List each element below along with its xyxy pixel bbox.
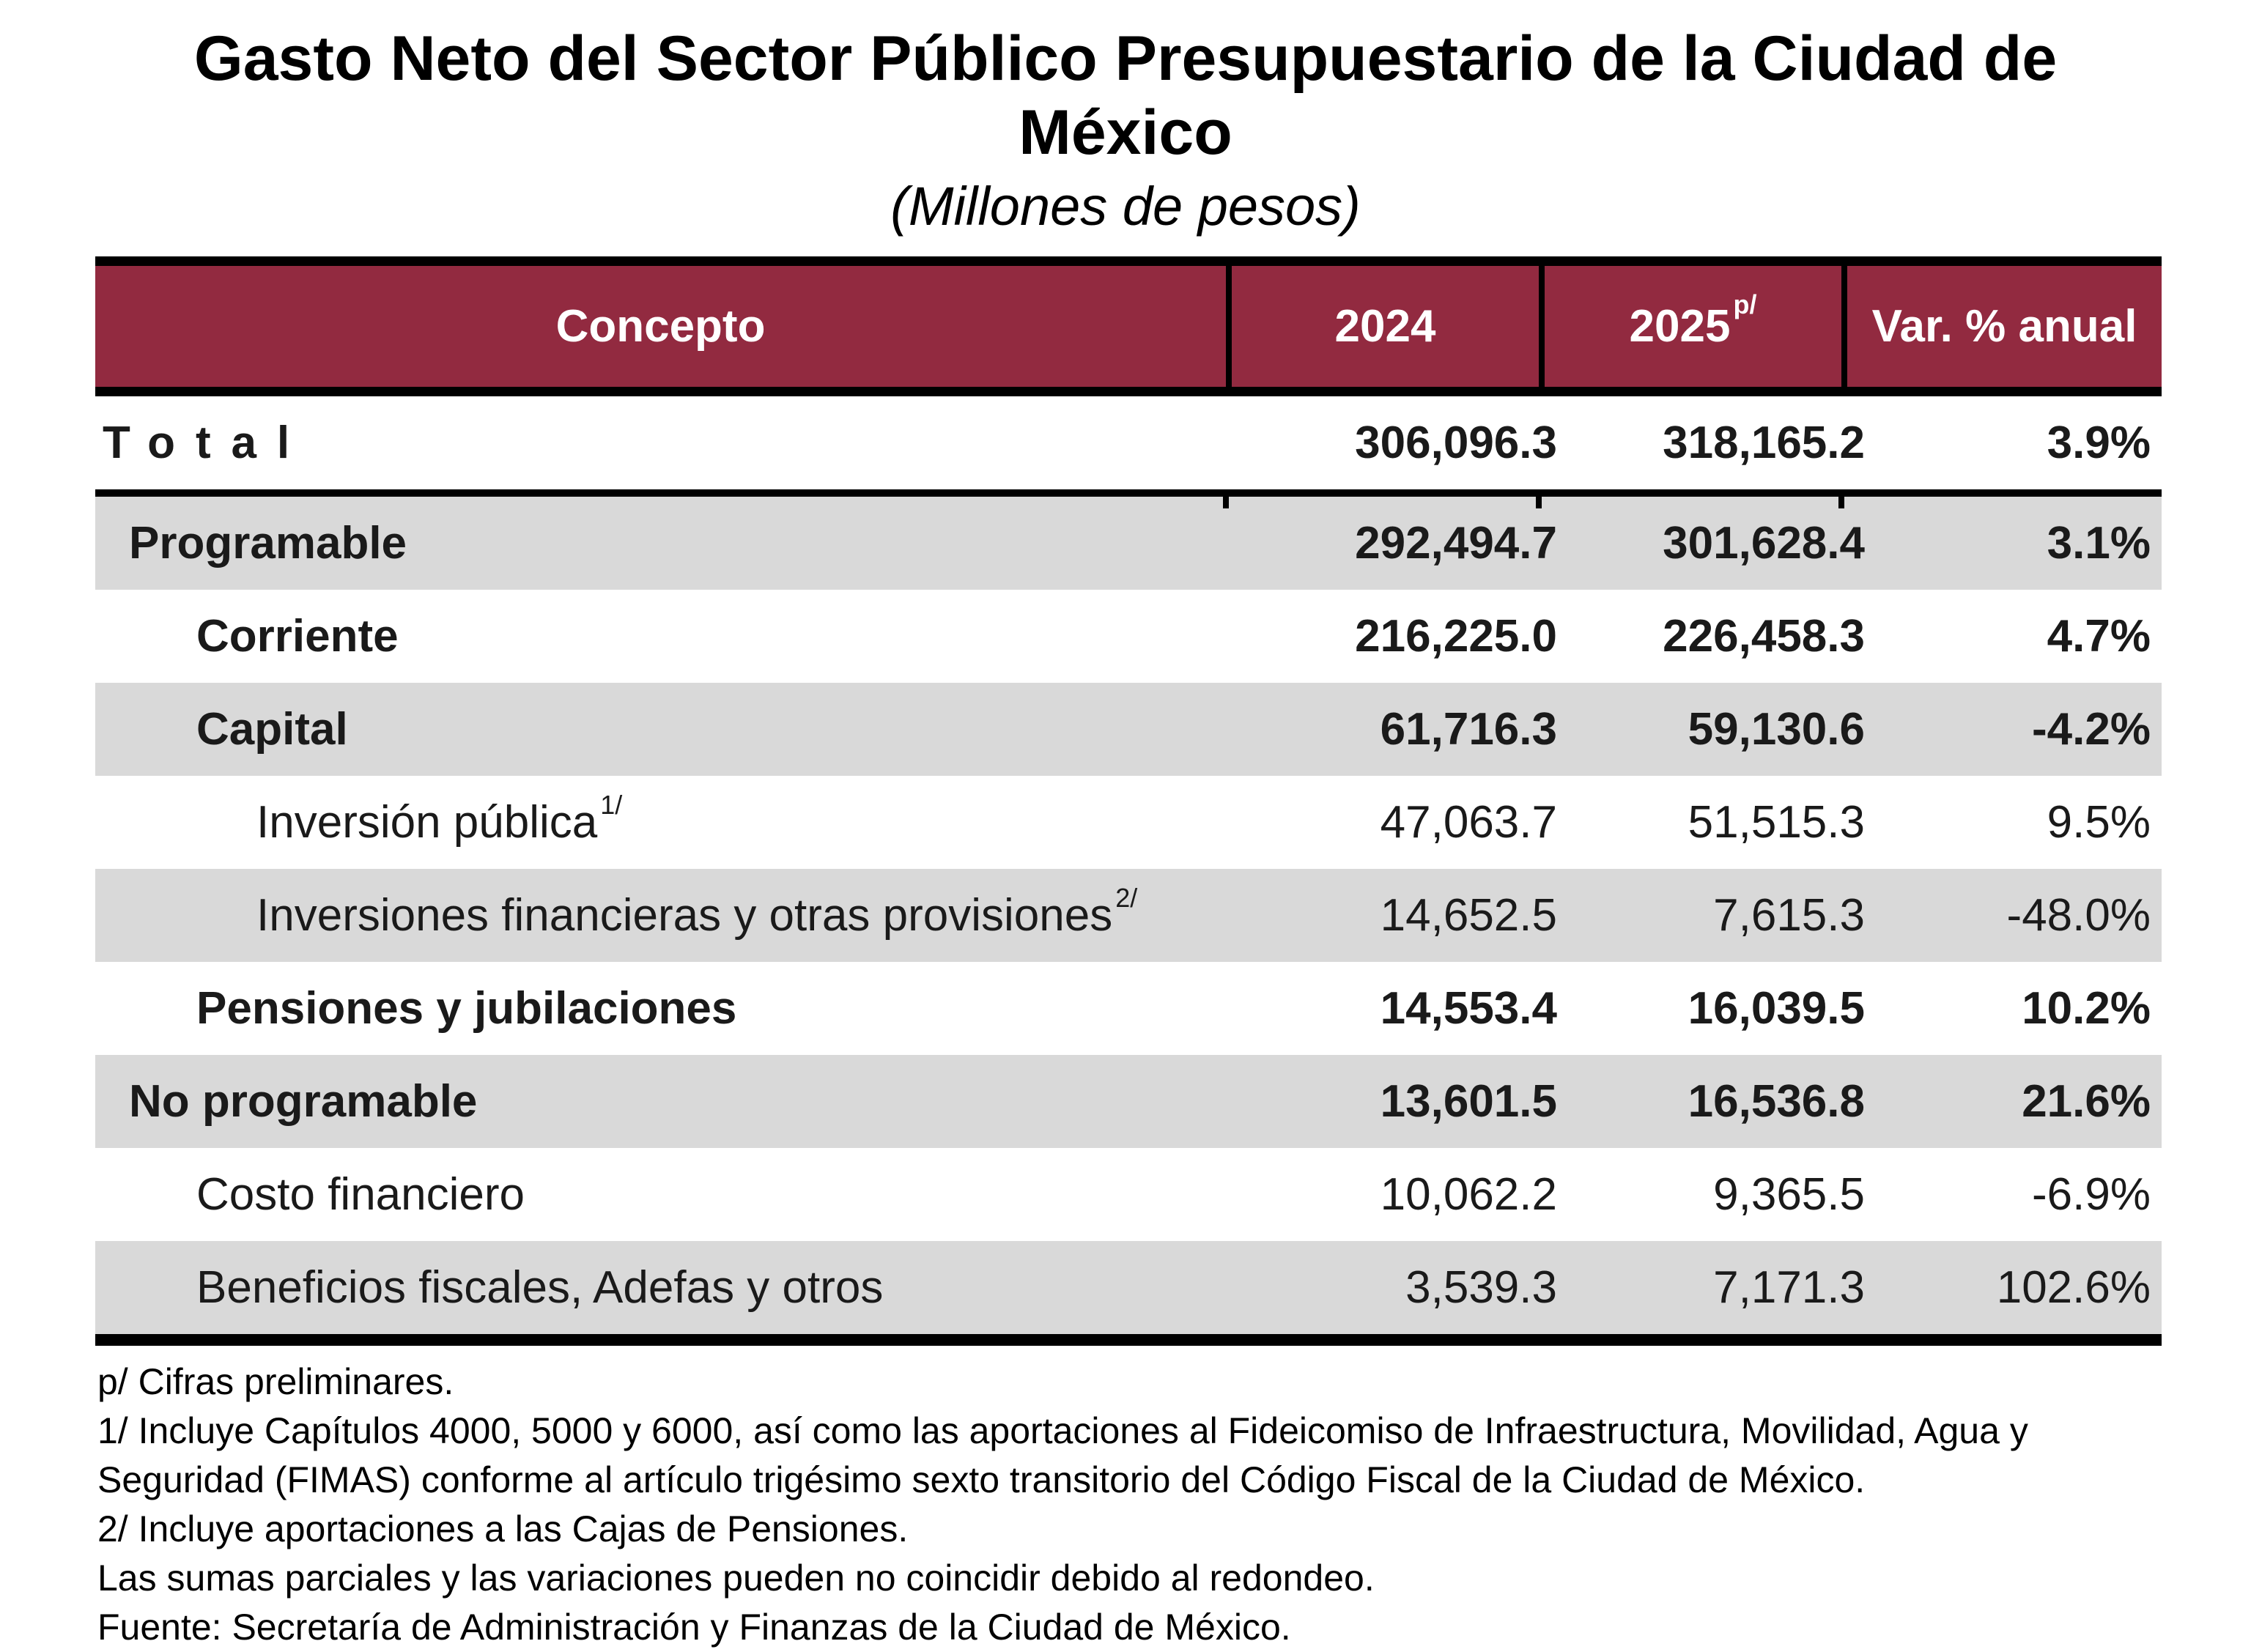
value-var: -4.2% xyxy=(2032,704,2151,755)
value-2025: 7,171.3 xyxy=(1713,1262,1865,1314)
value-var: 3.1% xyxy=(2047,518,2151,569)
column-tick xyxy=(1536,497,1542,509)
budget-table: Concepto 2024 2025 p/ Var. % anual Total … xyxy=(95,256,2162,1347)
footnote-2: 2/ Incluye aportaciones a las Cajas de P… xyxy=(97,1508,909,1550)
value-2024: 47,063.7 xyxy=(1380,797,1557,848)
row-label: Corriente xyxy=(196,611,399,662)
page-title: Gasto Neto del Sector Público Presupuest… xyxy=(193,23,2058,168)
header-2024: 2024 xyxy=(1226,266,1539,388)
row-label: Pensiones y jubilaciones xyxy=(196,983,737,1034)
value-2024: 3,539.3 xyxy=(1405,1262,1557,1314)
footnote-redondeo: Las sumas parciales y las variaciones pu… xyxy=(97,1557,1375,1599)
value-2025: 59,130.6 xyxy=(1688,704,1865,755)
footnote-preliminares: p/ Cifras preliminares. xyxy=(97,1361,454,1403)
row-label: No programable xyxy=(129,1076,478,1127)
row-label: Beneficios fiscales, Adefas y otros xyxy=(196,1262,884,1314)
column-tick xyxy=(1223,497,1229,509)
value-2024: 292,494.7 xyxy=(1355,518,1557,569)
value-2025: 301,628.4 xyxy=(1663,518,1865,569)
value-var: 9.5% xyxy=(2047,797,2151,848)
table-row-no-programable: No programable 13,601.5 16,536.8 21.6% xyxy=(95,1055,2162,1149)
table-row-total: Total 306,096.3 318,165.2 3.9% xyxy=(95,396,2162,497)
value-var: 4.7% xyxy=(2047,611,2151,662)
row-label: Inversiones financieras y otras provisio… xyxy=(256,890,1113,941)
row-label: Costo financiero xyxy=(196,1169,525,1221)
footnote-1: 1/ Incluye Capítulos 4000, 5000 y 6000, … xyxy=(97,1410,2028,1501)
table-row-programable: Programable 292,494.7 301,628.4 3.1% xyxy=(95,497,2162,590)
value-var: 21.6% xyxy=(2022,1076,2151,1127)
row-label: Programable xyxy=(129,518,407,569)
value-2025: 16,039.5 xyxy=(1688,983,1865,1034)
value-2024: 13,601.5 xyxy=(1380,1076,1557,1127)
table-row-costo-financiero: Costo financiero 10,062.2 9,365.5 -6.9% xyxy=(95,1148,2162,1241)
table-row-pensiones: Pensiones y jubilaciones 14,553.4 16,039… xyxy=(95,962,2162,1055)
page-subtitle: (Millones de pesos) xyxy=(890,175,1361,237)
footnotes: p/ Cifras preliminares. 1/ Incluye Capít… xyxy=(97,1357,2178,1652)
value-var: -6.9% xyxy=(2032,1169,2151,1221)
row-label: Capital xyxy=(196,704,348,755)
table-row-inversiones-financieras: Inversiones financieras y otras provisio… xyxy=(95,869,2162,963)
header-2025-label: 2025 xyxy=(1629,301,1731,352)
footnote-fuente: Fuente: Secretaría de Administración y F… xyxy=(97,1607,1291,1648)
value-var: 10.2% xyxy=(2022,983,2151,1034)
value-2024: 61,716.3 xyxy=(1380,704,1557,755)
table-row-capital: Capital 61,716.3 59,130.6 -4.2% xyxy=(95,683,2162,777)
value-var: 3.9% xyxy=(2047,418,2151,469)
value-var: -48.0% xyxy=(2006,890,2151,941)
value-2024: 306,096.3 xyxy=(1355,418,1557,469)
footnote-ref-2: 2/ xyxy=(1115,883,1138,914)
value-2025: 226,458.3 xyxy=(1663,611,1865,662)
value-2025: 7,615.3 xyxy=(1713,890,1865,941)
value-2025: 16,536.8 xyxy=(1688,1076,1865,1127)
value-2025: 318,165.2 xyxy=(1663,418,1865,469)
header-concepto: Concepto xyxy=(555,301,766,352)
table-row-corriente: Corriente 216,225.0 226,458.3 4.7% xyxy=(95,590,2162,683)
row-label: Total xyxy=(103,418,310,469)
footnote-ref-1: 1/ xyxy=(600,790,623,821)
header-var-anual: Var. % anual xyxy=(1841,266,2162,388)
column-tick xyxy=(1838,497,1844,509)
header-2025: 2025 p/ xyxy=(1539,266,1841,388)
table-row-inversion-publica: Inversión pública 1/ 47,063.7 51,515.3 9.… xyxy=(95,776,2162,869)
value-2024: 14,652.5 xyxy=(1380,890,1557,941)
table-row-beneficios-fiscales: Beneficios fiscales, Adefas y otros 3,53… xyxy=(95,1241,2162,1335)
page: Gasto Neto del Sector Público Presupuest… xyxy=(0,22,2251,1648)
value-var: 102.6% xyxy=(1996,1262,2151,1314)
value-2025: 51,515.3 xyxy=(1688,797,1865,848)
preliminary-marker: p/ xyxy=(1733,289,1757,319)
value-2024: 216,225.0 xyxy=(1355,611,1557,662)
value-2024: 14,553.4 xyxy=(1380,983,1557,1034)
row-label: Inversión pública xyxy=(256,797,598,848)
value-2025: 9,365.5 xyxy=(1713,1169,1865,1221)
table-header-row: Concepto 2024 2025 p/ Var. % anual xyxy=(95,256,2162,397)
value-2024: 10,062.2 xyxy=(1380,1169,1557,1221)
